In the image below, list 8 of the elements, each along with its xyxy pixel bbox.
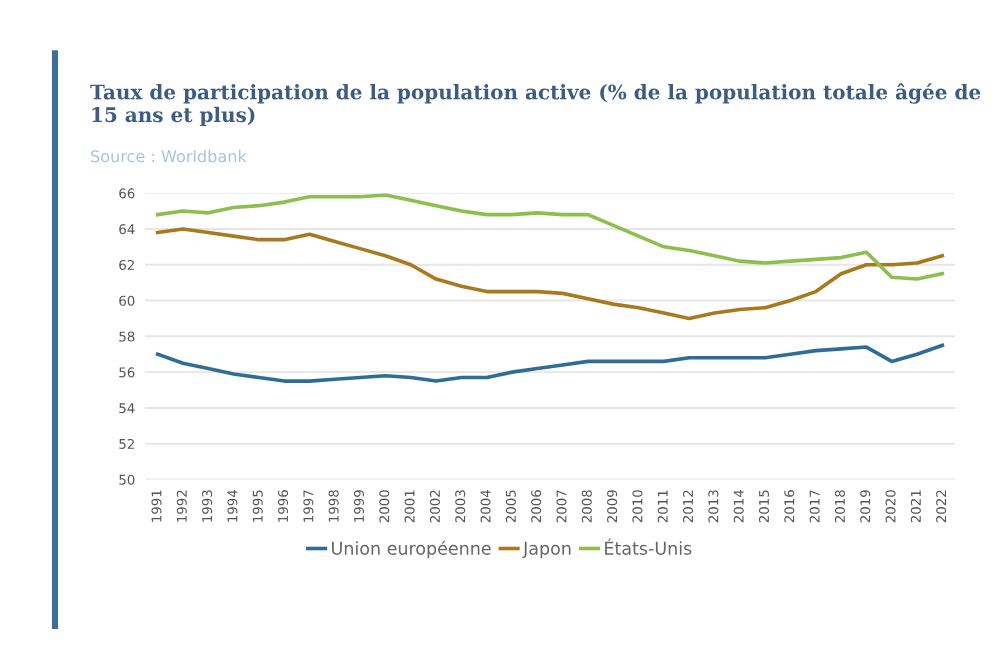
legend-label: Japon (522, 541, 571, 559)
chart-subtitle: Source : Worldbank (91, 149, 247, 163)
legend-label: États-Unis (605, 538, 692, 555)
line-series (155, 343, 945, 383)
chart-title: Taux de participation de la population active (% de la population totale âgée de 15 ans et plus) (90, 83, 981, 127)
line-series (155, 227, 945, 321)
line-series (155, 193, 945, 281)
legend-label: Union européenne (332, 540, 491, 559)
